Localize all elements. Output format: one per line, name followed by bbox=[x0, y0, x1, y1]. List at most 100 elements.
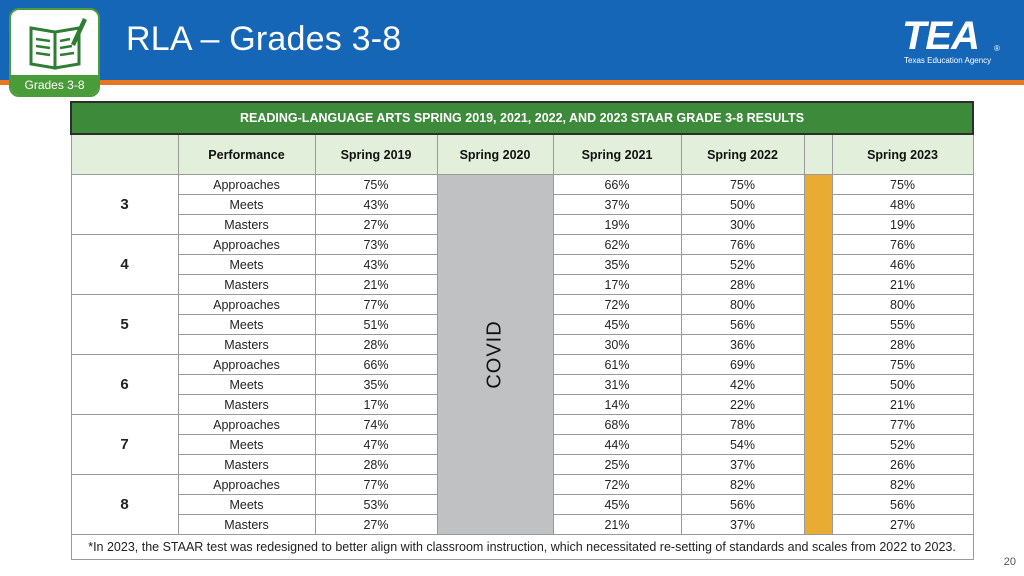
table-row: Meets 43% 37% 50% 48% bbox=[71, 194, 974, 215]
spring-2019-cell: 28% bbox=[314, 334, 438, 355]
spring-2023-cell: 82% bbox=[831, 474, 974, 495]
table-row: Masters 28% 30% 36% 28% bbox=[71, 334, 974, 355]
performance-level-cell: Masters bbox=[177, 214, 316, 235]
table-row: 7 Approaches 74% 68% 78% 77% bbox=[70, 414, 974, 475]
spring-2023-cell: 26% bbox=[831, 454, 974, 475]
spring-2021-cell: 35% bbox=[552, 254, 682, 275]
spring-2021-cell: 66% bbox=[552, 174, 682, 195]
spring-2023-cell: 75% bbox=[831, 354, 974, 375]
results-table: READING-LANGUAGE ARTS SPRING 2019, 2021,… bbox=[69, 101, 975, 560]
spring-2023-cell: 80% bbox=[831, 294, 974, 315]
spring-2022-cell: 50% bbox=[680, 194, 805, 215]
header-spring-2022: Spring 2022 bbox=[680, 133, 805, 175]
performance-level-cell: Masters bbox=[177, 334, 316, 355]
spring-2019-cell: 27% bbox=[314, 214, 438, 235]
logo-text: TEA bbox=[902, 14, 980, 58]
header-spring-2019: Spring 2019 bbox=[314, 133, 438, 175]
spring-2022-cell: 22% bbox=[680, 394, 805, 415]
accent-line bbox=[0, 80, 1024, 85]
spring-2023-cell: 75% bbox=[831, 174, 974, 195]
spring-2021-cell: 19% bbox=[552, 214, 682, 235]
spring-2023-cell: 46% bbox=[831, 254, 974, 275]
spring-2019-cell: 75% bbox=[314, 174, 438, 195]
grade-cell: 4 bbox=[70, 234, 179, 295]
grade-cell: 7 bbox=[70, 414, 179, 475]
spring-2022-cell: 82% bbox=[680, 474, 805, 495]
spring-2023-cell: 50% bbox=[831, 374, 974, 395]
spring-2023-cell: 76% bbox=[831, 234, 974, 255]
spring-2021-cell: 72% bbox=[552, 474, 682, 495]
grade-cell: 5 bbox=[70, 294, 179, 355]
staar-redesign-cell: STAAR Redesign* bbox=[803, 174, 833, 535]
spring-2019-cell: 51% bbox=[314, 314, 438, 335]
grades-badge: Grades 3-8 bbox=[9, 8, 100, 97]
performance-level-cell: Approaches bbox=[177, 174, 316, 195]
spring-2022-cell: 69% bbox=[680, 354, 805, 375]
spring-2023-cell: 77% bbox=[831, 414, 974, 435]
spring-2022-cell: 56% bbox=[680, 314, 805, 335]
performance-level-cell: Meets bbox=[177, 374, 316, 395]
table-row: Masters 27% 21% 37% 27% bbox=[71, 514, 974, 535]
header-grade bbox=[70, 133, 179, 175]
performance-level-cell: Approaches bbox=[177, 354, 316, 375]
footnote: *In 2023, the STAAR test was redesigned … bbox=[70, 534, 974, 560]
spring-2019-cell: 21% bbox=[314, 274, 438, 295]
performance-level-cell: Meets bbox=[177, 254, 316, 275]
performance-level-cell: Masters bbox=[177, 454, 316, 475]
header-spring-2020: Spring 2020 bbox=[436, 133, 554, 175]
spring-2019-cell: 43% bbox=[314, 194, 438, 215]
spring-2021-cell: 72% bbox=[552, 294, 682, 315]
spring-2021-cell: 45% bbox=[552, 494, 682, 515]
covid-label: COVID bbox=[483, 320, 506, 389]
performance-level-cell: Meets bbox=[177, 434, 316, 455]
spring-2021-cell: 21% bbox=[552, 514, 682, 535]
logo-subtitle: Texas Education Agency bbox=[904, 56, 992, 65]
table-row: Masters 21% 17% 28% 21% bbox=[71, 274, 974, 295]
performance-level-cell: Masters bbox=[177, 514, 316, 535]
spring-2021-cell: 61% bbox=[552, 354, 682, 375]
open-book-pencil-icon bbox=[29, 18, 87, 70]
spring-2022-cell: 56% bbox=[680, 494, 805, 515]
header-performance: Performance bbox=[177, 133, 316, 175]
performance-level-cell: Masters bbox=[177, 274, 316, 295]
spring-2019-cell: 77% bbox=[314, 474, 438, 495]
spring-2022-cell: 37% bbox=[680, 454, 805, 475]
spring-2023-cell: 55% bbox=[831, 314, 974, 335]
spring-2023-cell: 21% bbox=[831, 274, 974, 295]
grade-cell: 6 bbox=[70, 354, 179, 415]
spring-2022-cell: 78% bbox=[680, 414, 805, 435]
spring-2019-cell: 27% bbox=[314, 514, 438, 535]
spring-2023-cell: 28% bbox=[831, 334, 974, 355]
header-spring-2023: Spring 2023 bbox=[831, 133, 974, 175]
spring-2019-cell: 74% bbox=[314, 414, 438, 435]
badge-label: Grades 3-8 bbox=[11, 75, 98, 95]
spring-2022-cell: 30% bbox=[680, 214, 805, 235]
spring-2021-cell: 17% bbox=[552, 274, 682, 295]
spring-2022-cell: 80% bbox=[680, 294, 805, 315]
performance-level-cell: Meets bbox=[177, 194, 316, 215]
spring-2021-cell: 14% bbox=[552, 394, 682, 415]
spring-2022-cell: 52% bbox=[680, 254, 805, 275]
spring-2022-cell: 42% bbox=[680, 374, 805, 395]
covid-cell: COVID bbox=[436, 174, 554, 535]
spring-2021-cell: 37% bbox=[552, 194, 682, 215]
spring-2021-cell: 44% bbox=[552, 434, 682, 455]
spring-2019-cell: 73% bbox=[314, 234, 438, 255]
spring-2023-cell: 27% bbox=[831, 514, 974, 535]
header-bar bbox=[0, 0, 1024, 80]
spring-2021-cell: 30% bbox=[552, 334, 682, 355]
table-row: Masters 27% 19% 30% 19% bbox=[71, 214, 974, 235]
spring-2019-cell: 53% bbox=[314, 494, 438, 515]
spring-2023-cell: 19% bbox=[831, 214, 974, 235]
spring-2022-cell: 75% bbox=[680, 174, 805, 195]
spring-2021-cell: 31% bbox=[552, 374, 682, 395]
spring-2021-cell: 68% bbox=[552, 414, 682, 435]
table-row: 8 Approaches 77% 72% 82% 82% bbox=[70, 474, 974, 535]
table-title: READING-LANGUAGE ARTS SPRING 2019, 2021,… bbox=[69, 101, 975, 135]
spring-2021-cell: 62% bbox=[552, 234, 682, 255]
grade-cell: 3 bbox=[70, 174, 179, 235]
spring-2022-cell: 54% bbox=[680, 434, 805, 455]
performance-level-cell: Masters bbox=[177, 394, 316, 415]
spring-2022-cell: 28% bbox=[680, 274, 805, 295]
